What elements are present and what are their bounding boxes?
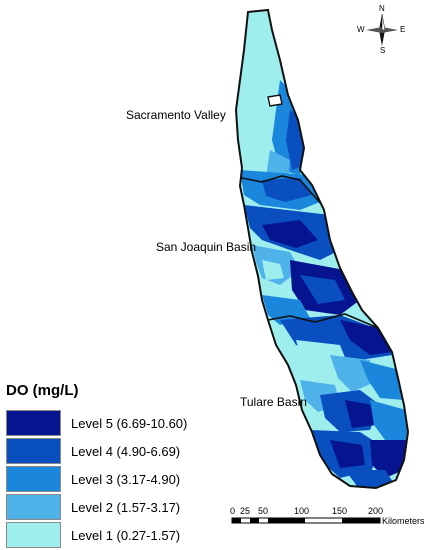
scale-tick-50: 50 (258, 506, 268, 516)
label-sacramento-valley: Sacramento Valley (126, 108, 226, 122)
legend-swatch (6, 494, 61, 520)
compass-n: N (379, 4, 385, 13)
legend-label: Level 2 (1.57-3.17) (71, 499, 181, 515)
scale-tick-200: 200 (368, 506, 383, 516)
legend-item-level1: Level 1 (0.27-1.57) (6, 522, 180, 548)
map-hole (267, 94, 283, 107)
level5-area (340, 320, 394, 355)
legend-swatch (6, 522, 61, 548)
compass-w: W (357, 25, 365, 34)
compass-icon: N S E W (357, 4, 406, 55)
label-tulare-basin: Tulare Basin (240, 395, 307, 409)
scale-tick-25: 25 (240, 506, 250, 516)
valley-outline (234, 8, 410, 490)
compass-rose (366, 13, 398, 46)
level5-area (370, 440, 408, 478)
label-san-joaquin-basin: San Joaquin Basin (156, 240, 257, 254)
scale-bar: 0 25 50 100 150 200 Kilometers (230, 506, 425, 526)
legend-label: Level 3 (3.17-4.90) (71, 471, 181, 487)
scale-tick-150: 150 (332, 506, 347, 516)
scale-segment (232, 518, 241, 523)
legend-item-level3: Level 3 (3.17-4.90) (6, 466, 180, 492)
legend-item-level4: Level 4 (4.90-6.69) (6, 438, 180, 464)
level4-area (262, 178, 312, 202)
compass-s: S (380, 46, 386, 55)
legend-label: Level 5 (6.69-10.60) (71, 415, 188, 431)
legend-label: Level 1 (0.27-1.57) (71, 527, 181, 543)
legend-title: DO (mg/L) (6, 382, 79, 399)
legend-swatch (6, 466, 61, 492)
level5-area (345, 400, 376, 428)
legend-swatch (6, 410, 61, 436)
tulare-boundary (267, 313, 379, 329)
level1-area (262, 260, 284, 280)
scale-segment (342, 518, 380, 523)
level3-area (370, 400, 408, 440)
sacramento-boundary (241, 175, 323, 206)
scale-tick-0: 0 (230, 506, 235, 516)
scale-segment (250, 518, 259, 523)
level3-area (360, 360, 404, 400)
compass-e: E (400, 25, 406, 34)
scale-tick-100: 100 (294, 506, 309, 516)
level5-area (330, 440, 365, 468)
scale-unit: Kilometers (382, 516, 425, 526)
legend-item-level2: Level 2 (1.57-3.17) (6, 494, 180, 520)
level4-area (300, 275, 345, 304)
level5-area (262, 220, 318, 248)
scale-segment (268, 518, 305, 523)
legend-item-level5: Level 5 (6.69-10.60) (6, 410, 187, 436)
legend-label: Level 4 (4.90-6.69) (71, 443, 181, 459)
legend-swatch (6, 438, 61, 464)
